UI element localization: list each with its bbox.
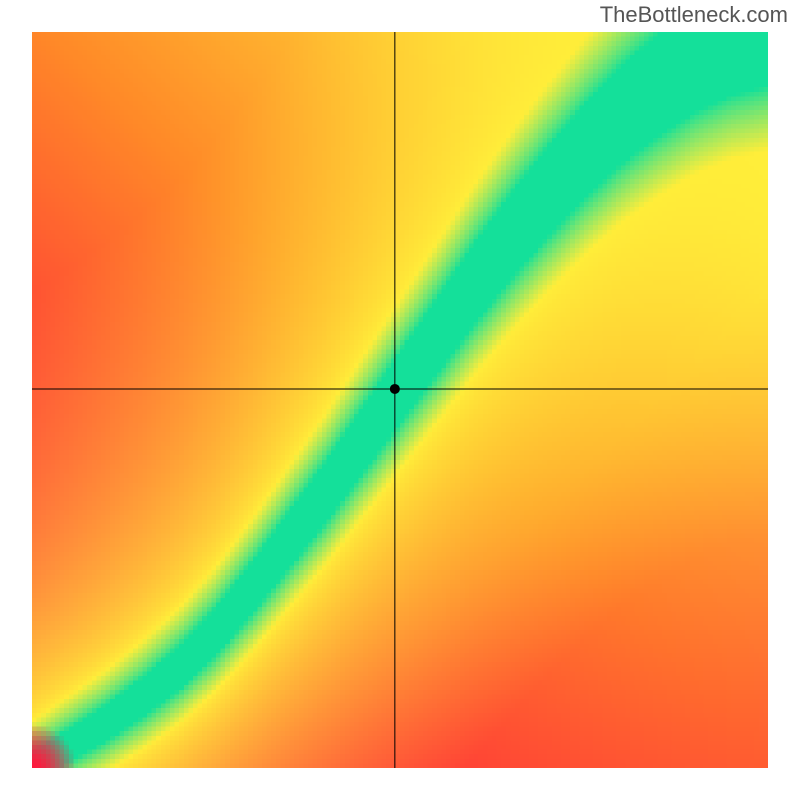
watermark-label: TheBottleneck.com	[600, 2, 788, 28]
heatmap-canvas	[32, 32, 768, 768]
bottleneck-heatmap	[32, 32, 768, 768]
